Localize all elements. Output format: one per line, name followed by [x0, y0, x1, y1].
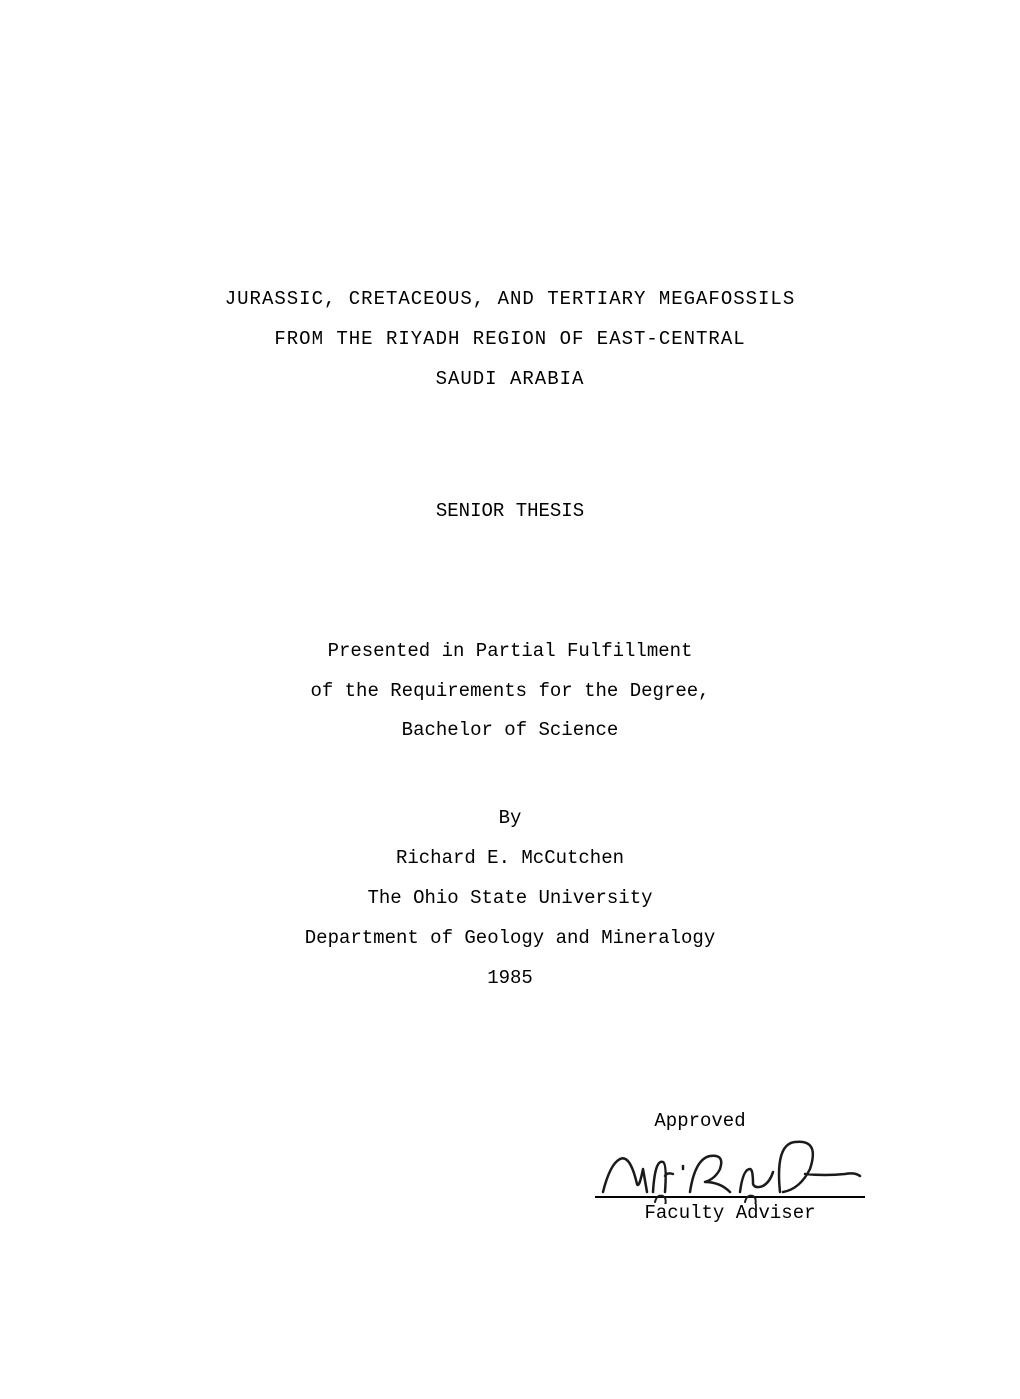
university-name: The Ohio State University: [160, 879, 860, 919]
adviser-label: Faculty Adviser: [595, 1202, 865, 1224]
author-block: By Richard E. McCutchen The Ohio State U…: [160, 799, 860, 998]
author-name: Richard E. McCutchen: [160, 839, 860, 879]
by-label: By: [160, 799, 860, 839]
thesis-label: SENIOR THESIS: [160, 500, 860, 522]
thesis-title-page: JURASSIC, CRETACEOUS, AND TERTIARY MEGAF…: [0, 0, 1020, 1399]
title-line-2: FROM THE RIYADH REGION OF EAST-CENTRAL: [160, 320, 860, 360]
title-block: JURASSIC, CRETACEOUS, AND TERTIARY MEGAF…: [160, 280, 860, 400]
approval-block: Approved Faculty Adviser: [595, 1110, 865, 1224]
fulfillment-line-3: Bachelor of Science: [160, 711, 860, 751]
signature-icon: [595, 1134, 865, 1204]
fulfillment-line-2: of the Requirements for the Degree,: [160, 672, 860, 712]
signature-line: [595, 1140, 865, 1198]
department-name: Department of Geology and Mineralogy: [160, 919, 860, 959]
title-line-3: SAUDI ARABIA: [160, 360, 860, 400]
thesis-label-block: SENIOR THESIS: [160, 500, 860, 522]
year: 1985: [160, 959, 860, 999]
title-line-1: JURASSIC, CRETACEOUS, AND TERTIARY MEGAF…: [160, 280, 860, 320]
fulfillment-line-1: Presented in Partial Fulfillment: [160, 632, 860, 672]
approved-label: Approved: [595, 1110, 865, 1132]
fulfillment-block: Presented in Partial Fulfillment of the …: [160, 632, 860, 752]
